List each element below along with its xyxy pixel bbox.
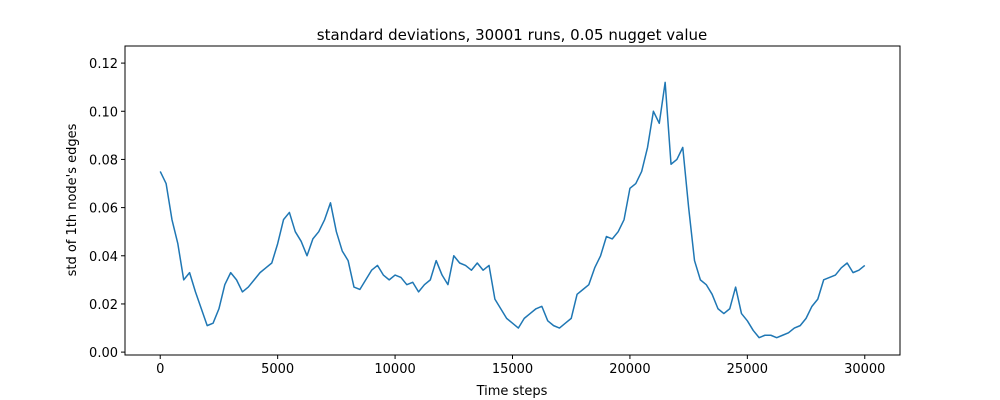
x-tick-label: 25000	[727, 362, 768, 377]
y-tick-label: 0.00	[89, 346, 118, 361]
plot-frame	[124, 45, 901, 356]
x-axis-label: Time steps	[476, 384, 548, 399]
data-line	[159, 81, 866, 339]
x-tick-label: 5000	[261, 362, 294, 377]
x-tick-label: 15000	[492, 362, 533, 377]
y-tick-label: 0.10	[89, 105, 118, 120]
x-tick-label: 20000	[609, 362, 650, 377]
y-tick-label: 0.08	[89, 153, 118, 168]
y-tick-label: 0.06	[89, 202, 118, 217]
chart-title: standard deviations, 30001 runs, 0.05 nu…	[317, 26, 707, 44]
x-tick-label: 10000	[374, 362, 415, 377]
y-tick-label: 0.12	[89, 57, 118, 72]
y-axis-label: std of 1th node's edges	[65, 123, 80, 276]
y-tick-label: 0.02	[89, 298, 118, 313]
y-tick-label: 0.04	[89, 250, 118, 265]
x-tick-label: 30000	[844, 362, 885, 377]
x-tick-label: 0	[156, 362, 164, 377]
